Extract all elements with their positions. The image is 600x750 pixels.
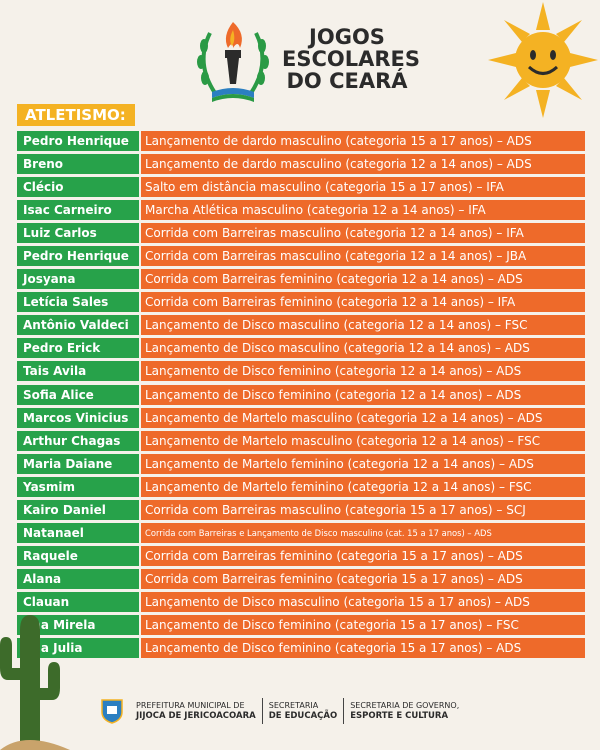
title-line-1: JOGOS (309, 25, 385, 49)
page-title: JOGOS ESCOLARES DO CEARÁ (282, 25, 421, 93)
athlete-event: Corrida com Barreiras masculino (categor… (141, 499, 585, 520)
result-row: Clécio Salto em distância masculino (cate… (17, 177, 585, 198)
athlete-event: Lançamento de dardo masculino (categoria… (141, 131, 585, 151)
result-row: Sofia Alice Lançamento de Disco feminino … (17, 384, 585, 405)
result-row: Tais Avila Lançamento de Disco feminino (… (17, 361, 585, 382)
athlete-name: Marcos Vinicius (17, 407, 139, 428)
athlete-event: Lançamento de Disco masculino (categoria… (141, 338, 585, 359)
athlete-name: Maria Daiane (17, 453, 139, 474)
athlete-name: Luiz Carlos (17, 223, 139, 244)
athlete-name: Ana Mirela (17, 614, 139, 635)
result-row: Letícia Sales Corrida com Barreiras femin… (17, 292, 585, 313)
athlete-name: Pedro Henrique (17, 246, 139, 267)
footer-org-governo: SECRETARIA DE GOVERNO, ESPORTE E CULTURA (344, 701, 465, 721)
athlete-name: Pedro Erick (17, 338, 139, 359)
athlete-name: Letícia Sales (17, 292, 139, 313)
athlete-event: Lançamento de dardo masculino (categoria… (141, 154, 585, 175)
athlete-name: Josyana (17, 269, 139, 290)
athlete-name: Antônio Valdeci (17, 315, 139, 336)
athlete-name: Yasmim (17, 476, 139, 497)
result-row: Antônio Valdeci Lançamento de Disco mascu… (17, 315, 585, 336)
result-row: Pedro Henrique Lançamento de dardo mascul… (17, 131, 585, 151)
athlete-event: Corrida com Barreiras feminino (categori… (141, 269, 585, 290)
athlete-name: Kairo Daniel (17, 499, 139, 520)
footer: PREFEITURA MUNICIPAL DE JIJOCA DE JERICO… (100, 696, 465, 726)
athlete-event: Lançamento de Disco masculino (categoria… (141, 315, 585, 336)
result-row: Isac Carneiro Marcha Atlética masculino (… (17, 200, 585, 221)
header: JOGOS ESCOLARES DO CEARÁ (0, 0, 600, 118)
athlete-event: Corrida com Barreiras feminino (categori… (141, 292, 585, 313)
footer-divider (343, 698, 345, 724)
athlete-event: Corrida com Barreiras feminino (categori… (141, 545, 585, 566)
athlete-event: Corrida com Barreiras masculino (categor… (141, 223, 585, 244)
result-row: Marcos Vinicius Lançamento de Martelo mas… (17, 407, 585, 428)
athlete-event: Lançamento de Disco masculino (categoria… (141, 591, 585, 612)
footer-divider (261, 698, 263, 724)
result-row: Luiz Carlos Corrida com Barreiras masculi… (17, 223, 585, 244)
athlete-name: Pedro Henrique (17, 131, 139, 151)
athlete-event: Lançamento de Disco feminino (categoria … (141, 614, 585, 635)
athlete-event: Salto em distância masculino (categoria … (141, 177, 585, 198)
athlete-event: Corrida com Barreiras e Lançamento de Di… (141, 522, 585, 543)
athlete-name: Breno (17, 154, 139, 175)
athlete-name: Tais Avila (17, 361, 139, 382)
athlete-event: Lançamento de Martelo masculino (categor… (141, 430, 585, 451)
footer-org3-line1: SECRETARIA DE GOVERNO, (350, 701, 460, 710)
footer-org2-line1: SECRETARIA (268, 701, 319, 710)
athlete-name: Clécio (17, 177, 139, 198)
footer-org1-line1: PREFEITURA MUNICIPAL DE (136, 701, 245, 710)
section-label-atletismo: ATLETISMO: (17, 104, 135, 126)
title-line-2: ESCOLARES (282, 47, 421, 71)
footer-org-educacao: SECRETARIA DE EDUCAÇÃO (263, 701, 343, 721)
result-row: Arthur Chagas Lançamento de Martelo mascu… (17, 430, 585, 451)
result-row: Alana Corrida com Barreiras feminino (cat… (17, 568, 585, 589)
result-row: Ana Julia Lançamento de Disco feminino (c… (17, 638, 585, 659)
result-row: Pedro Henrique Corrida com Barreiras masc… (17, 246, 585, 267)
athlete-event: Lançamento de Disco feminino (categoria … (141, 384, 585, 405)
athlete-event: Lançamento de Martelo feminino (categori… (141, 476, 585, 497)
municipal-crest-icon (101, 699, 123, 724)
title-line-3: DO CEARÁ (286, 69, 408, 93)
result-row: Natanael Corrida com Barreiras e Lançamen… (17, 522, 585, 543)
footer-org2-line2: DE EDUCAÇÃO (268, 711, 338, 721)
footer-org1-line2: JIJOCA DE JERICOACOARA (136, 711, 256, 721)
result-row: Breno Lançamento de dardo masculino (cate… (17, 154, 585, 175)
athlete-name: Isac Carneiro (17, 200, 139, 221)
result-row: Maria Daiane Lançamento de Martelo femini… (17, 453, 585, 474)
footer-org-prefeitura: PREFEITURA MUNICIPAL DE JIJOCA DE JERICO… (130, 701, 262, 721)
result-row: Josyana Corrida com Barreiras feminino (c… (17, 269, 585, 290)
athlete-event: Lançamento de Martelo masculino (categor… (141, 407, 585, 428)
athlete-event: Corrida com Barreiras masculino (categor… (141, 246, 585, 267)
athlete-event: Corrida com Barreiras feminino (categori… (141, 568, 585, 589)
athlete-name: Clauan (17, 591, 139, 612)
athlete-name: Raquele (17, 545, 139, 566)
torch-laurel-logo (197, 22, 269, 102)
result-row: Kairo Daniel Corrida com Barreiras mascul… (17, 499, 585, 520)
result-row: Yasmim Lançamento de Martelo feminino (ca… (17, 476, 585, 497)
footer-org3-line2: ESPORTE E CULTURA (350, 711, 449, 721)
result-row: Raquele Corrida com Barreiras feminino (c… (17, 545, 585, 566)
athlete-name: Natanael (17, 522, 139, 543)
smiling-sun-icon (488, 2, 598, 118)
athlete-event: Marcha Atlética masculino (categoria 12 … (141, 200, 585, 221)
result-row: Ana Mirela Lançamento de Disco feminino (… (17, 614, 585, 635)
result-row: Pedro Erick Lançamento de Disco masculino… (17, 338, 585, 359)
athlete-name: Alana (17, 568, 139, 589)
athlete-event: Lançamento de Disco feminino (categoria … (141, 361, 585, 382)
athlete-name: Sofia Alice (17, 384, 139, 405)
result-row: Clauan Lançamento de Disco masculino (cat… (17, 591, 585, 612)
results-list: Pedro Henrique Lançamento de dardo mascul… (17, 131, 585, 661)
athlete-event: Lançamento de Martelo feminino (categori… (141, 453, 585, 474)
athlete-event: Lançamento de Disco feminino (categoria … (141, 638, 585, 659)
athlete-name: Arthur Chagas (17, 430, 139, 451)
cactus-icon (0, 615, 70, 750)
